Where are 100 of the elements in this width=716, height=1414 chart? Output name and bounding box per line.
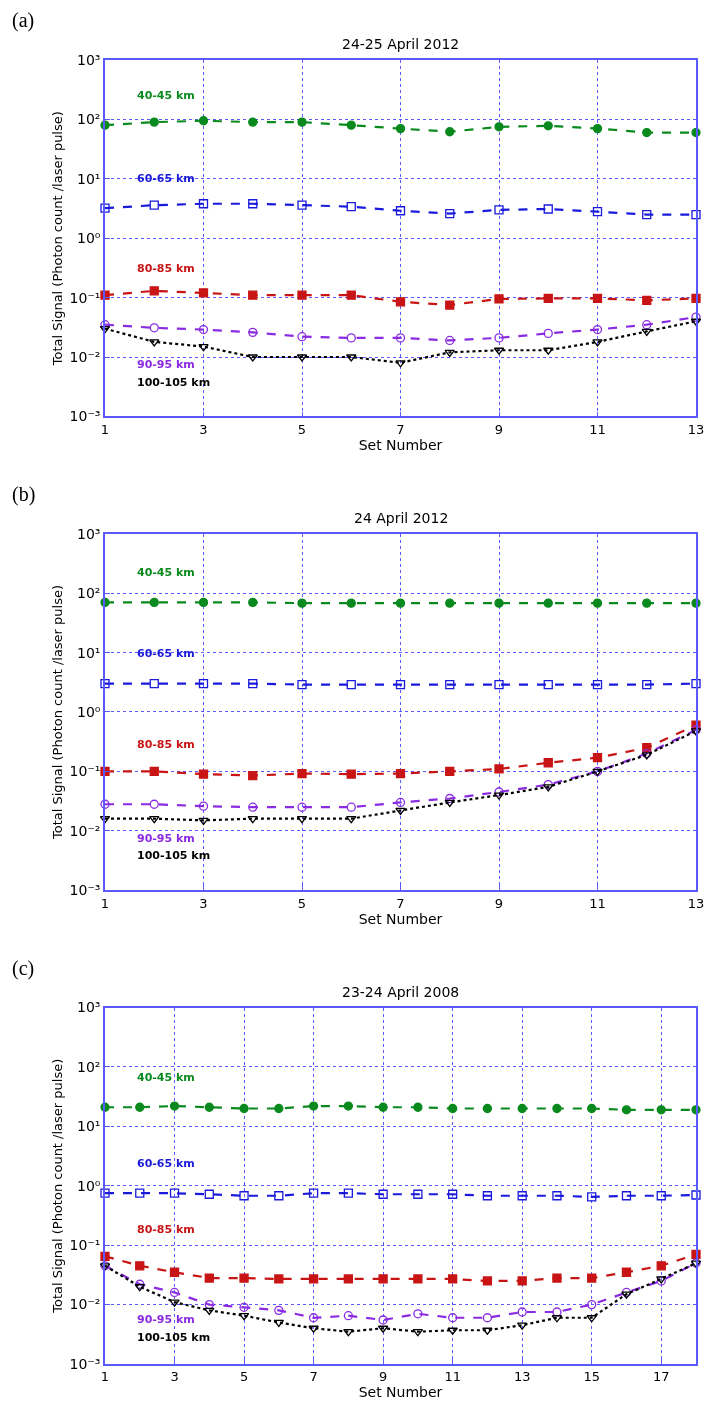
point: [169, 1101, 180, 1111]
point: [239, 1191, 249, 1201]
text: 80-85 km: [137, 1223, 195, 1236]
chart-title: 23-24 April 2008: [342, 984, 460, 1000]
point: [100, 203, 110, 213]
x-axis-title: Set Number: [358, 1384, 443, 1401]
point: [395, 598, 406, 608]
chart-title: 24 April 2012: [354, 510, 449, 526]
point: [135, 1102, 145, 1112]
point: [346, 598, 356, 608]
text: 100-105 km: [137, 376, 211, 389]
y-tick-label: 10³: [77, 51, 101, 68]
point: [592, 293, 603, 304]
point: [308, 1188, 319, 1198]
point: [248, 802, 258, 812]
point: [395, 797, 406, 808]
point: [308, 1325, 319, 1333]
point: [494, 205, 504, 215]
point: [642, 295, 652, 305]
point: [248, 679, 258, 689]
x-tick-label: 3: [199, 895, 208, 911]
x-tick-label: 1: [100, 421, 110, 437]
point: [445, 598, 455, 608]
x-tick-label: 5: [297, 895, 307, 911]
point: [169, 1299, 180, 1307]
point: [413, 1189, 423, 1199]
point: [691, 679, 701, 689]
point: [543, 328, 553, 339]
point: [239, 1103, 249, 1114]
text: 90-95 km: [137, 358, 195, 371]
point: [482, 1327, 493, 1335]
chart-title: 24-25 April 2012: [342, 36, 460, 52]
point: [297, 332, 307, 342]
y-tick-label: 10²: [77, 111, 101, 128]
point: [100, 320, 110, 330]
series-label: 60-65 km: [137, 1157, 195, 1170]
point: [343, 1311, 353, 1321]
point: [198, 679, 209, 689]
point: [552, 1103, 562, 1114]
x-tick-label: 11: [589, 421, 606, 437]
x-tick-label: 9: [494, 895, 504, 911]
point: [395, 768, 406, 779]
series-label: 40-45 km: [137, 1071, 195, 1084]
text: (c): [12, 957, 35, 980]
x-tick-label: 3: [199, 421, 208, 437]
point: [642, 320, 652, 330]
x-tick-label: 1: [100, 895, 110, 911]
y-tick-label: 10⁻³: [69, 408, 101, 425]
point: [308, 1101, 319, 1111]
point: [308, 1313, 319, 1323]
point: [413, 1274, 423, 1284]
point: [395, 679, 406, 690]
point: [135, 1188, 145, 1198]
point: [204, 1299, 214, 1310]
y-tick-label: 10¹: [77, 170, 101, 187]
point: [587, 1103, 597, 1114]
y-tick-label: 10⁻²: [69, 822, 101, 839]
point: [198, 116, 209, 126]
point: [543, 758, 553, 768]
x-tick-label: 5: [297, 421, 307, 437]
point: [543, 779, 553, 790]
point: [642, 679, 652, 690]
point: [517, 1191, 527, 1201]
point: [308, 1274, 319, 1284]
point: [198, 769, 209, 779]
point: [297, 598, 307, 608]
point: [343, 1274, 353, 1284]
point: [274, 1191, 284, 1201]
point: [248, 290, 258, 300]
text: (b): [12, 483, 36, 506]
point: [691, 209, 701, 220]
point: [494, 787, 504, 797]
point: [482, 1103, 493, 1114]
point: [587, 1299, 597, 1310]
point: [413, 1309, 423, 1319]
y-tick-label: 10⁰: [77, 1177, 101, 1194]
point: [297, 768, 307, 779]
series-label: 40-45 km: [137, 89, 195, 102]
point: [346, 201, 356, 212]
x-tick-label: 9: [378, 1369, 388, 1385]
point: [198, 817, 209, 825]
point: [198, 199, 209, 209]
point: [149, 323, 159, 333]
point: [592, 598, 603, 608]
point: [297, 117, 307, 127]
point: [343, 1329, 354, 1337]
x-tick-label: 7: [396, 421, 405, 437]
point: [543, 293, 553, 304]
series-label: 60-65 km: [137, 172, 195, 185]
point: [621, 1191, 632, 1201]
point: [273, 1319, 285, 1328]
point: [543, 121, 553, 131]
point: [517, 1276, 527, 1286]
point: [149, 200, 159, 210]
x-tick-label: 13: [687, 421, 705, 437]
point: [621, 1291, 632, 1299]
y-axis-title: Total Signal (Photon count /laser pulse): [50, 111, 66, 367]
point: [642, 748, 652, 759]
point: [149, 117, 159, 127]
point: [642, 127, 652, 138]
